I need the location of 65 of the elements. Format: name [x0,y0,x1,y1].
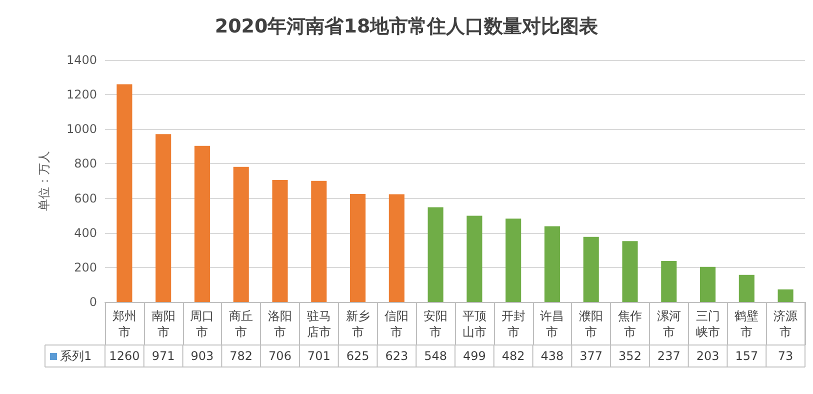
data-label: 782 [230,349,253,363]
data-label: 701 [307,349,330,363]
bar [272,180,288,302]
x-tick-label: 开封市 [501,309,526,339]
x-tick-label: 平顶山市 [462,309,486,339]
data-label: 377 [580,349,603,363]
x-tick-label: 许昌市 [540,309,564,339]
bar [622,241,638,302]
bar [778,289,794,302]
x-tick-label: 南阳市 [151,309,176,339]
y-tick-label: 1000 [66,122,97,136]
x-tick-label: 洛阳市 [268,309,292,339]
bar [194,146,210,302]
bar [388,194,404,302]
x-tick-label: 郑州市 [112,309,136,339]
bar [311,180,327,302]
bar [428,207,444,302]
chart-title: 2020年河南省18地市常住人口数量对比图表 [214,16,600,38]
x-tick-label: 三门峡市 [696,309,720,339]
x-tick-label: 驻马店市 [306,309,331,339]
data-label: 903 [190,349,214,363]
bar [156,134,172,302]
x-tick-label: 濮阳市 [579,309,604,339]
data-label: 706 [268,349,292,363]
text: 系列1 [60,348,92,364]
y-tick-label: 400 [74,226,97,240]
data-label: 625 [346,349,370,363]
x-tick-label: 济源市 [774,309,798,339]
data-label: 237 [657,349,680,363]
x-tick-label: 漯河市 [656,309,681,339]
x-tick-label: 新乡市 [346,309,370,339]
bar [544,226,560,302]
data-label: 623 [385,349,408,363]
x-tick-label: 鹤壁市 [734,309,759,339]
data-label: 73 [778,349,794,363]
bar [116,84,132,302]
bar [506,218,522,302]
y-tick-label: 0 [89,295,97,309]
x-tick-label: 信阳市 [384,309,409,339]
bar [350,194,366,302]
y-axis-title: 单位：万人 [37,151,51,211]
x-tick-label: 商丘市 [229,309,254,339]
bar [700,266,716,302]
bar [233,166,249,302]
y-tick-label: 800 [74,156,97,171]
y-tick-label: 1200 [66,88,97,102]
data-label: 971 [152,349,175,363]
bar [466,216,482,302]
bar [661,261,677,302]
data-label: 157 [735,349,758,363]
data-label: 352 [618,349,642,363]
data-label: 482 [502,349,525,363]
bar [583,236,599,302]
data-label: 499 [462,349,486,363]
y-tick-label: 1400 [66,53,97,67]
bar [738,274,754,302]
data-label: 438 [540,349,564,363]
y-tick-label: 200 [74,260,97,274]
x-tick-label: 周口市 [190,309,214,339]
data-label: 203 [696,349,720,363]
x-tick-label: 焦作市 [618,309,642,339]
data-label: 1260 [109,349,140,363]
data-label: 548 [424,349,448,363]
x-tick-label: 安阳市 [424,309,448,339]
y-tick-label: 600 [74,191,97,206]
